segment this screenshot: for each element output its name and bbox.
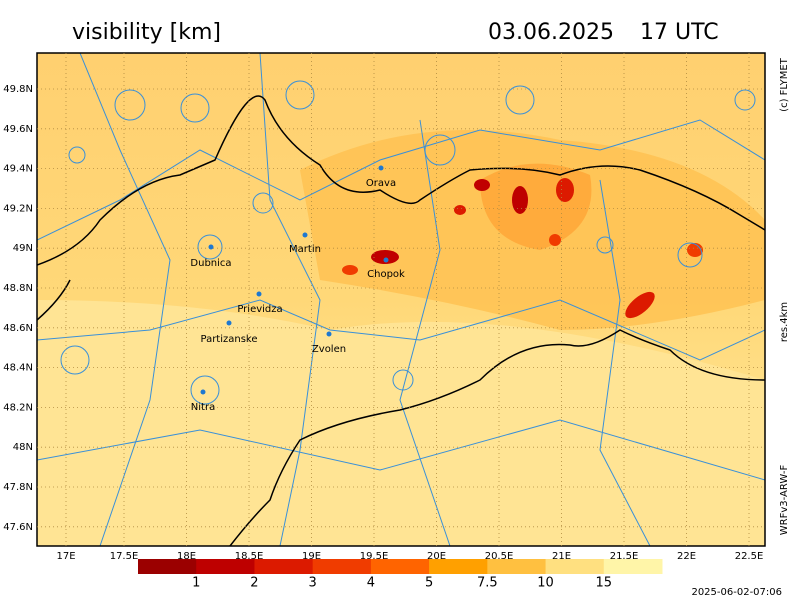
map-area (37, 53, 765, 546)
city-marker (383, 257, 389, 263)
airspace-lines (37, 53, 765, 546)
low-vis-cell (556, 178, 574, 202)
colorbar-segment (196, 559, 255, 574)
model: WRFv3-ARW-F (779, 465, 790, 536)
lat-tick-label: 49.2N (3, 203, 33, 214)
city-label: Nitra (191, 402, 215, 413)
colorbar-segment (138, 559, 197, 574)
date: 03.06.2025 (488, 20, 614, 45)
colorbar-label: 1 (192, 576, 200, 591)
lowland-shade (37, 300, 765, 546)
lat-tick-label: 49.8N (3, 84, 33, 95)
time: 17 UTC (640, 20, 719, 45)
lon-tick-label: 18.5E (235, 551, 264, 562)
lon-tick-label: 18E (177, 551, 196, 562)
city-label: Orava (366, 178, 396, 189)
colorbar-label: 7.5 (477, 576, 498, 591)
city-marker (302, 232, 308, 238)
low-vis-cell (454, 205, 466, 215)
low-vis-cell (512, 186, 528, 214)
low-vis-cell (342, 265, 358, 275)
resolution: res.4km (779, 302, 790, 342)
lat-tick-label: 49.6N (3, 124, 33, 135)
city-label: Dubnica (190, 258, 231, 269)
colorbar-label: 4 (367, 576, 375, 591)
colorbar-label: 3 (309, 576, 317, 591)
lon-tick-label: 20E (427, 551, 446, 562)
city-label: Prievidza (237, 304, 282, 315)
lon-tick-label: 22E (677, 551, 696, 562)
lat-tick-label: 48.8N (3, 283, 33, 294)
city-marker (326, 331, 332, 337)
city-label: Martin (289, 244, 321, 255)
lon-tick-label: 21E (552, 551, 571, 562)
colorbar-label: 5 (425, 576, 433, 591)
lat-tick-label: 49N (13, 243, 33, 254)
city-marker (200, 389, 206, 395)
timestamp: 2025-06-02-07:06 (691, 587, 782, 598)
colorbar-label: 15 (596, 576, 613, 591)
map-frame (36, 52, 766, 547)
city-marker (208, 244, 214, 250)
lat-tick-label: 48.2N (3, 402, 33, 413)
lat-tick-label: 48.4N (3, 363, 33, 374)
lat-tick-label: 47.8N (3, 482, 33, 493)
low-vis-cell (549, 234, 561, 246)
city-label: Chopok (367, 269, 405, 280)
low-vis-cell (474, 179, 490, 191)
lon-tick-label: 20.5E (485, 551, 514, 562)
lat-tick-label: 47.6N (3, 522, 33, 533)
lon-tick-label: 17E (56, 551, 75, 562)
lat-tick-label: 49.4N (3, 164, 33, 175)
lon-tick-label: 19.5E (360, 551, 389, 562)
city-marker (226, 320, 232, 326)
lon-tick-label: 21.5E (610, 551, 639, 562)
lat-tick-label: 48N (13, 442, 33, 453)
lat-tick-label: 48.6N (3, 323, 33, 334)
colorbar-segment (487, 559, 547, 574)
low-vis-cell (625, 291, 655, 319)
lon-tick-label: 22.5E (735, 551, 764, 562)
lon-tick-label: 19E (302, 551, 321, 562)
airspace-circles (60, 80, 756, 405)
city-marker (256, 291, 262, 297)
colorbar-segment (312, 559, 372, 574)
city-label: Partizanske (200, 334, 257, 345)
colorbar-segment (254, 559, 314, 574)
low-vis-cell (371, 250, 399, 264)
colorbar-label: 10 (537, 576, 554, 591)
border (37, 95, 765, 546)
title: visibility [km] (72, 20, 221, 45)
city-marker (378, 165, 384, 171)
colorbar-segment (603, 559, 663, 574)
colorbar-label: 2 (250, 576, 258, 591)
credit: (c) FLYMET (779, 57, 790, 112)
colorbar-segment (429, 559, 488, 574)
lon-tick-label: 17.5E (110, 551, 139, 562)
colorbar-segment (370, 559, 430, 574)
city-label: Zvolen (312, 344, 346, 355)
colorbar-segment (545, 559, 605, 574)
